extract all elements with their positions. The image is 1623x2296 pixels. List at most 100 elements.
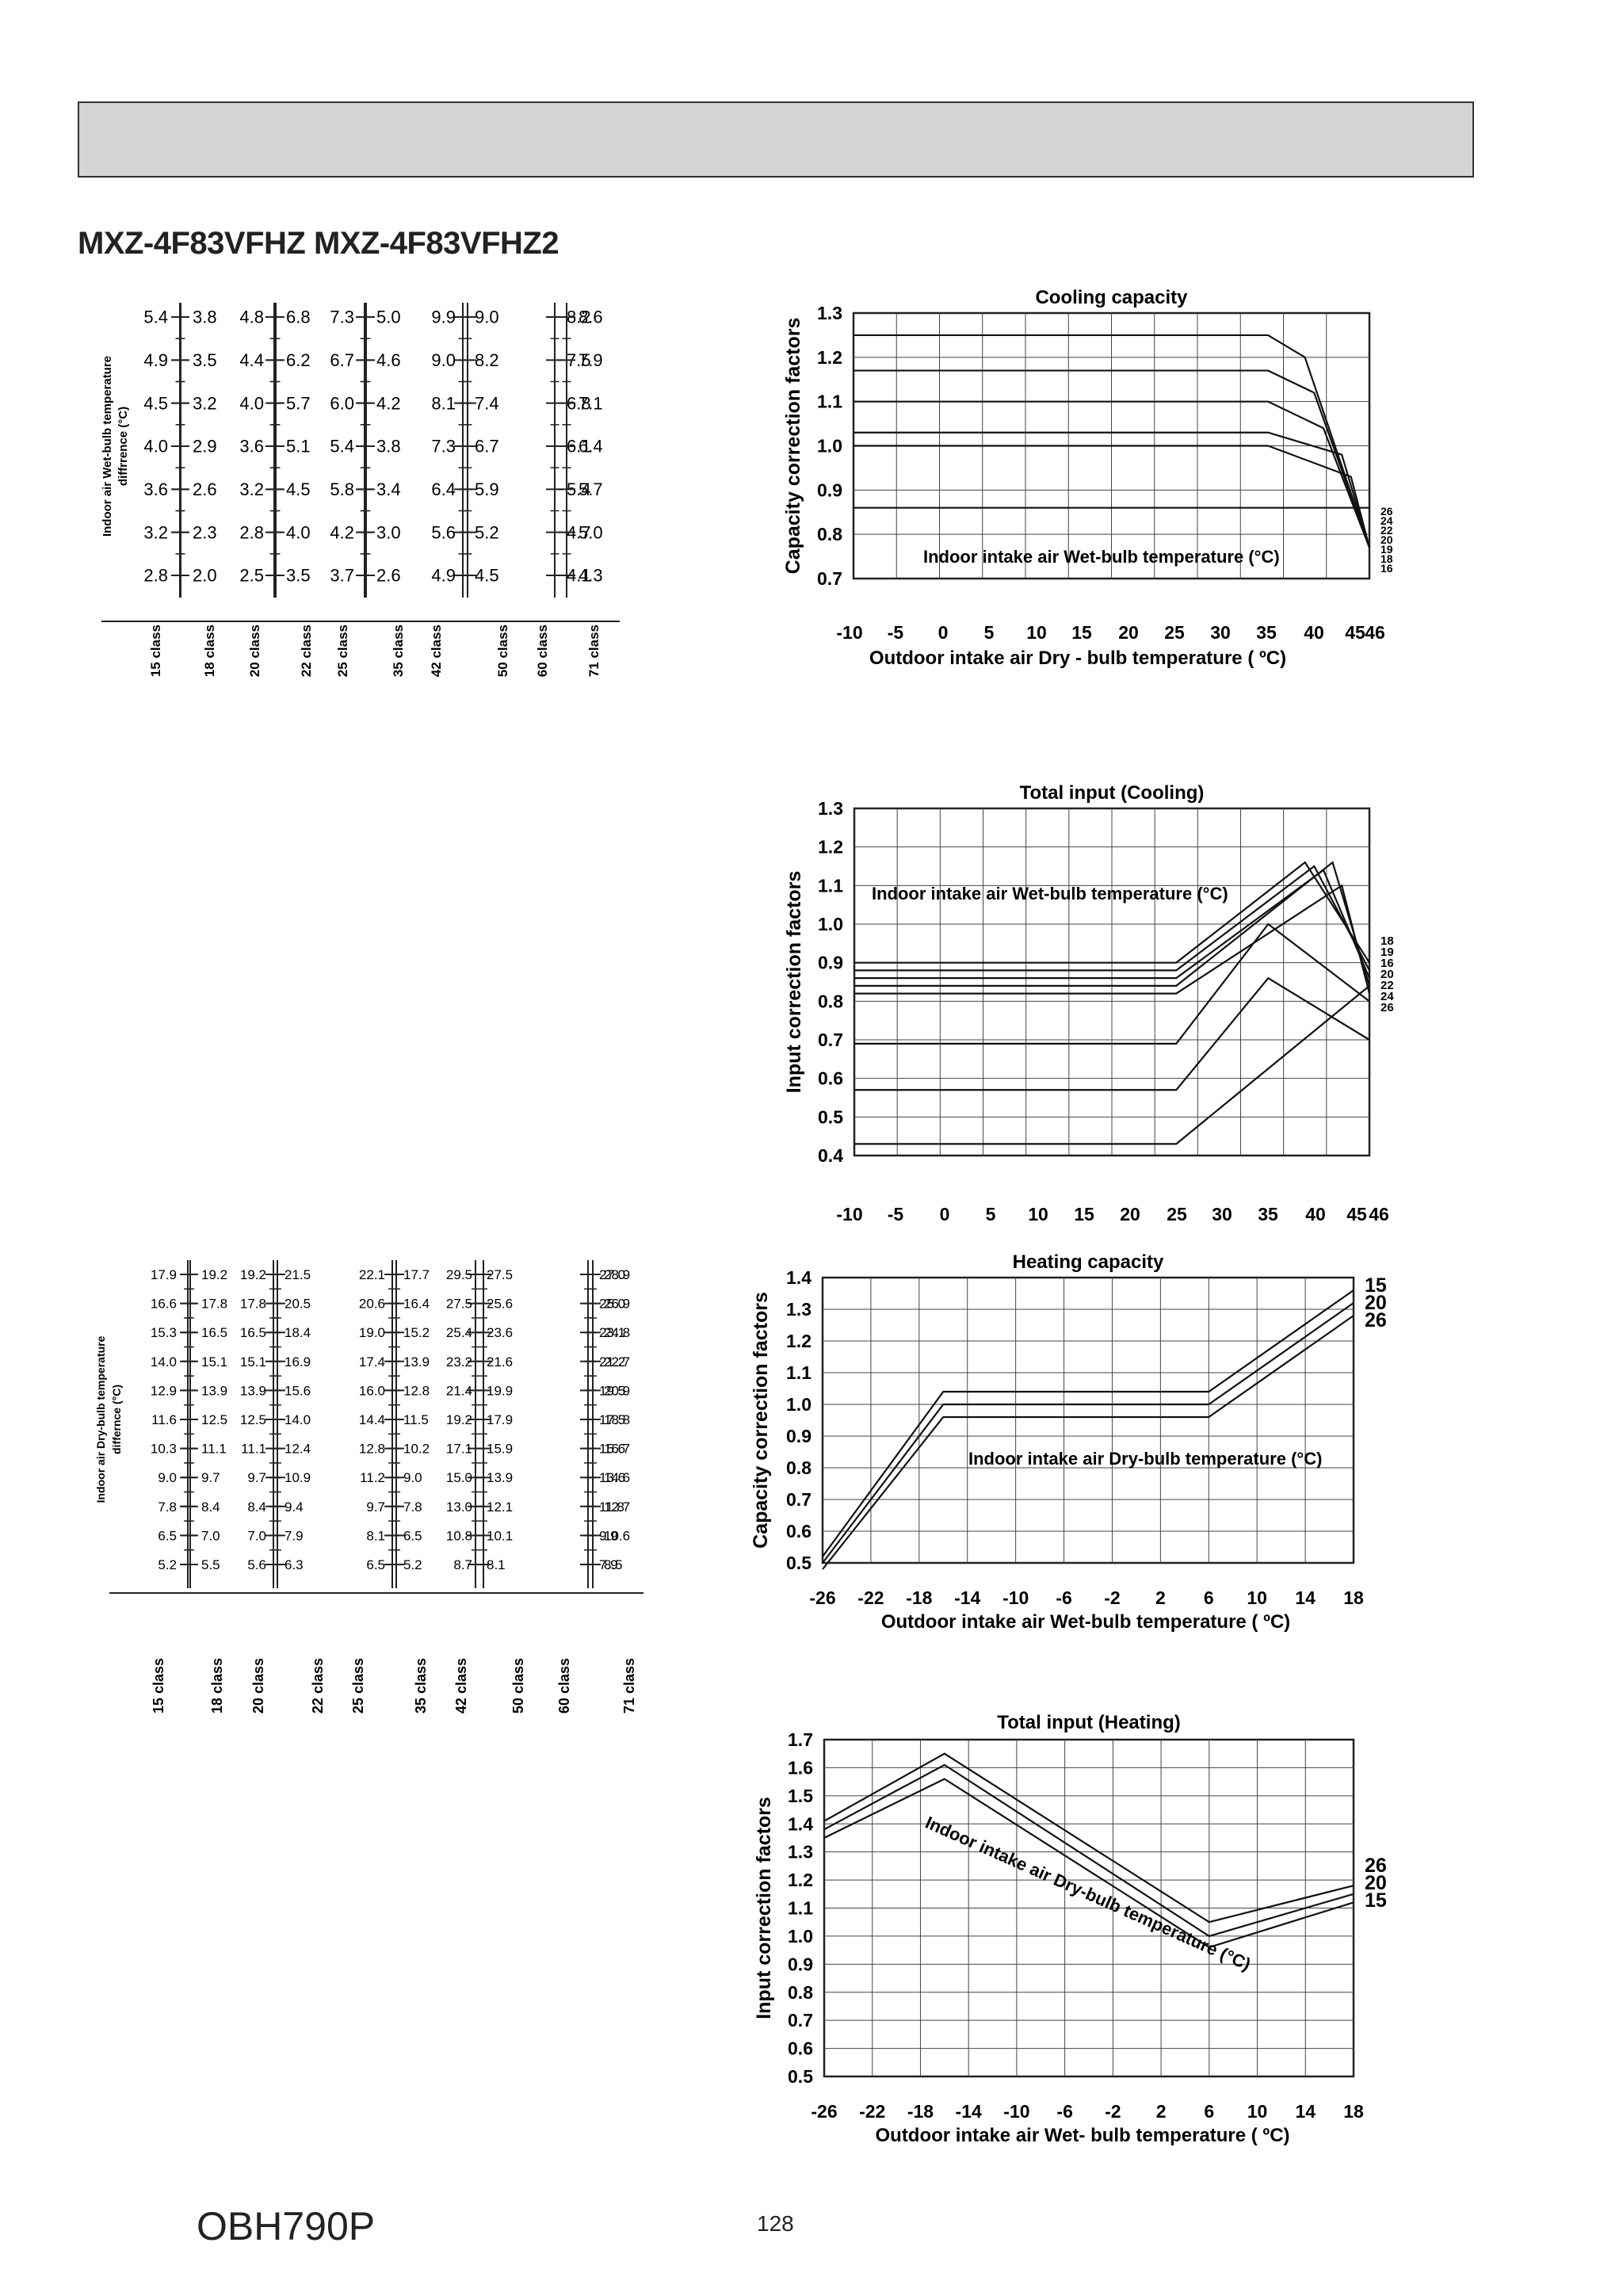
chart-x-tick-label: 5 bbox=[984, 622, 995, 643]
nomogram-value: 9.7 bbox=[247, 1470, 266, 1485]
chart-x-tick-label: -6 bbox=[1056, 2101, 1072, 2122]
chart-x-tick-label: -14 bbox=[954, 1587, 980, 1608]
chart-series-line bbox=[854, 861, 1370, 964]
chart-y-tick-label: 1.2 bbox=[786, 1331, 812, 1351]
nomogram-value: 9.9 bbox=[431, 308, 456, 327]
chart-title: Total input (Heating) bbox=[997, 1712, 1181, 1733]
nomogram-value: 6.5 bbox=[158, 1528, 177, 1543]
chart-x-tick-label: -2 bbox=[1105, 2101, 1121, 2122]
chart-frame bbox=[821, 1276, 1355, 1564]
chart-series-label: 16 bbox=[1381, 957, 1394, 970]
nomogram-value: 3.6 bbox=[239, 437, 264, 457]
nomogram-value: 4.5 bbox=[286, 479, 311, 499]
chart-y-tick-label: 1.5 bbox=[788, 1786, 813, 1806]
chart-annotation: Indoor intake air Wet-bulb temperature (… bbox=[872, 884, 1228, 904]
nomogram-value: 20.5 bbox=[285, 1297, 311, 1312]
nomogram-value: 28.9 bbox=[604, 1267, 630, 1282]
chart-x-tick-label: -26 bbox=[811, 2101, 837, 2122]
chart-y-tick-label: 1.7 bbox=[788, 1729, 813, 1750]
nomogram-value: 17.4 bbox=[359, 1354, 385, 1370]
chart-series-line bbox=[854, 865, 1370, 972]
chart-x-tick-label: 15 bbox=[1071, 622, 1092, 643]
nomogram-value: 9.7 bbox=[201, 1470, 220, 1485]
section-header-bar bbox=[78, 101, 1474, 178]
nomogram-value: 6.2 bbox=[286, 350, 311, 370]
chart-series-label: 18 bbox=[1381, 934, 1394, 948]
nomogram-value: 5.4 bbox=[330, 437, 354, 457]
nomogram-value: 15.6 bbox=[285, 1383, 311, 1398]
nomogram-value: 8.1 bbox=[431, 393, 456, 413]
chart-y-tick-label: 0.6 bbox=[786, 1521, 812, 1541]
nomogram-value: 21.4 bbox=[446, 1383, 472, 1398]
document-code: OBH790P bbox=[197, 2204, 376, 2248]
chart-y-tick-label: 1.4 bbox=[786, 1267, 812, 1288]
nomogram-value: 4.2 bbox=[330, 522, 354, 542]
chart-x-tick-label: 40 bbox=[1305, 1204, 1326, 1224]
chart-x-tick-label: -5 bbox=[888, 1204, 904, 1224]
nomogram-class-label: 15 class bbox=[148, 625, 163, 677]
chart-x-tick-label: -18 bbox=[907, 2101, 934, 2122]
nomogram-value: 8.2 bbox=[475, 350, 499, 370]
chart-title: Cooling capacity bbox=[1035, 287, 1188, 308]
chart-x-axis-label: Outdoor intake air Wet-bulb temperature … bbox=[881, 1611, 1290, 1633]
chart-x-tick-label: 14 bbox=[1295, 1587, 1316, 1608]
chart-y-tick-label: 0.9 bbox=[817, 479, 842, 500]
chart-series-line bbox=[854, 400, 1371, 548]
nomogram-value: 20.6 bbox=[359, 1297, 385, 1312]
nomogram-value: 10.1 bbox=[487, 1528, 513, 1543]
chart-x-tick-label: 10 bbox=[1028, 1204, 1048, 1224]
nomogram-value: 6.4 bbox=[579, 437, 603, 457]
chart-series-line bbox=[854, 884, 1371, 995]
chart-y-tick-label: 1.2 bbox=[788, 1870, 813, 1890]
nomogram-value: 17.7 bbox=[403, 1267, 430, 1282]
chart-annotation: Indoor intake air Dry-bulb temperature (… bbox=[968, 1449, 1322, 1469]
nomogram-value: 7.3 bbox=[431, 437, 456, 457]
chart-y-tick-label: 1.1 bbox=[817, 392, 842, 412]
nomogram-value: 2.8 bbox=[143, 566, 168, 586]
chart-series-label: 24 bbox=[1381, 514, 1393, 527]
model-title: MXZ-4F83VFHZ MXZ-4F83VFHZ2 bbox=[78, 226, 559, 261]
nomogram-value: 7.3 bbox=[330, 308, 354, 327]
nomogram-value: 13.9 bbox=[487, 1470, 513, 1485]
nomogram-class-label: 22 class bbox=[299, 625, 314, 677]
chart-series-label: 20 bbox=[1381, 968, 1394, 981]
chart-x-tick-label: -22 bbox=[859, 2101, 885, 2122]
nomogram-value: 6.7 bbox=[475, 437, 499, 457]
chart-x-tick-label: 6 bbox=[1204, 1587, 1214, 1608]
chart-x-tick-label: 35 bbox=[1258, 1204, 1278, 1224]
chart-x-tick-label: 25 bbox=[1164, 622, 1185, 643]
chart-series-line bbox=[823, 1763, 1354, 1938]
nomogram-value: 3.6 bbox=[143, 479, 168, 499]
chart-series-line bbox=[854, 923, 1370, 1045]
nomogram-class-label: 18 class bbox=[202, 625, 217, 677]
nomogram-value: 21.5 bbox=[285, 1267, 311, 1282]
chart-series-label: 15 bbox=[1365, 1274, 1387, 1297]
nomogram-value: 16.9 bbox=[285, 1354, 311, 1370]
nomogram-value: 11.5 bbox=[403, 1412, 429, 1427]
chart-y-tick-label: 0.8 bbox=[817, 524, 842, 544]
chart-x-axis-label: Outdoor intake air Wet- bulb temperature… bbox=[875, 2125, 1289, 2146]
chart-series-line bbox=[854, 985, 1370, 1145]
chart-x-tick-label: 0 bbox=[940, 1204, 950, 1224]
nomogram-value: 14.0 bbox=[285, 1412, 311, 1427]
nomogram-value: 7.9 bbox=[579, 350, 603, 370]
chart-x-tick-label: 0 bbox=[938, 622, 949, 643]
nomogram-class-label: 20 class bbox=[250, 1658, 266, 1713]
chart-x-tick-label: 18 bbox=[1343, 2101, 1364, 2122]
chart-x-tick-label: 5 bbox=[986, 1204, 996, 1224]
nomogram-value: 15.3 bbox=[151, 1325, 177, 1340]
chart-x-tick-label: 2 bbox=[1155, 1587, 1166, 1608]
chart-series-label: 15 bbox=[1365, 1889, 1387, 1912]
nomogram-value: 17.8 bbox=[201, 1297, 227, 1312]
chart-series-label: 19 bbox=[1381, 543, 1393, 556]
nomogram-value: 12.5 bbox=[240, 1412, 266, 1427]
nomogram-value: 4.0 bbox=[239, 393, 264, 413]
nomogram-value: 12.7 bbox=[604, 1499, 630, 1515]
nomogram-value: 7.9 bbox=[285, 1528, 304, 1543]
chart-x-tick-label: -26 bbox=[809, 1587, 835, 1608]
nomogram-value: 2.5 bbox=[239, 566, 264, 586]
nomogram-axis-label: Indoor air Wet-bulb temperature bbox=[101, 356, 114, 537]
nomogram-value: 4.6 bbox=[376, 350, 401, 370]
nomogram-class-label: 22 class bbox=[310, 1658, 326, 1713]
